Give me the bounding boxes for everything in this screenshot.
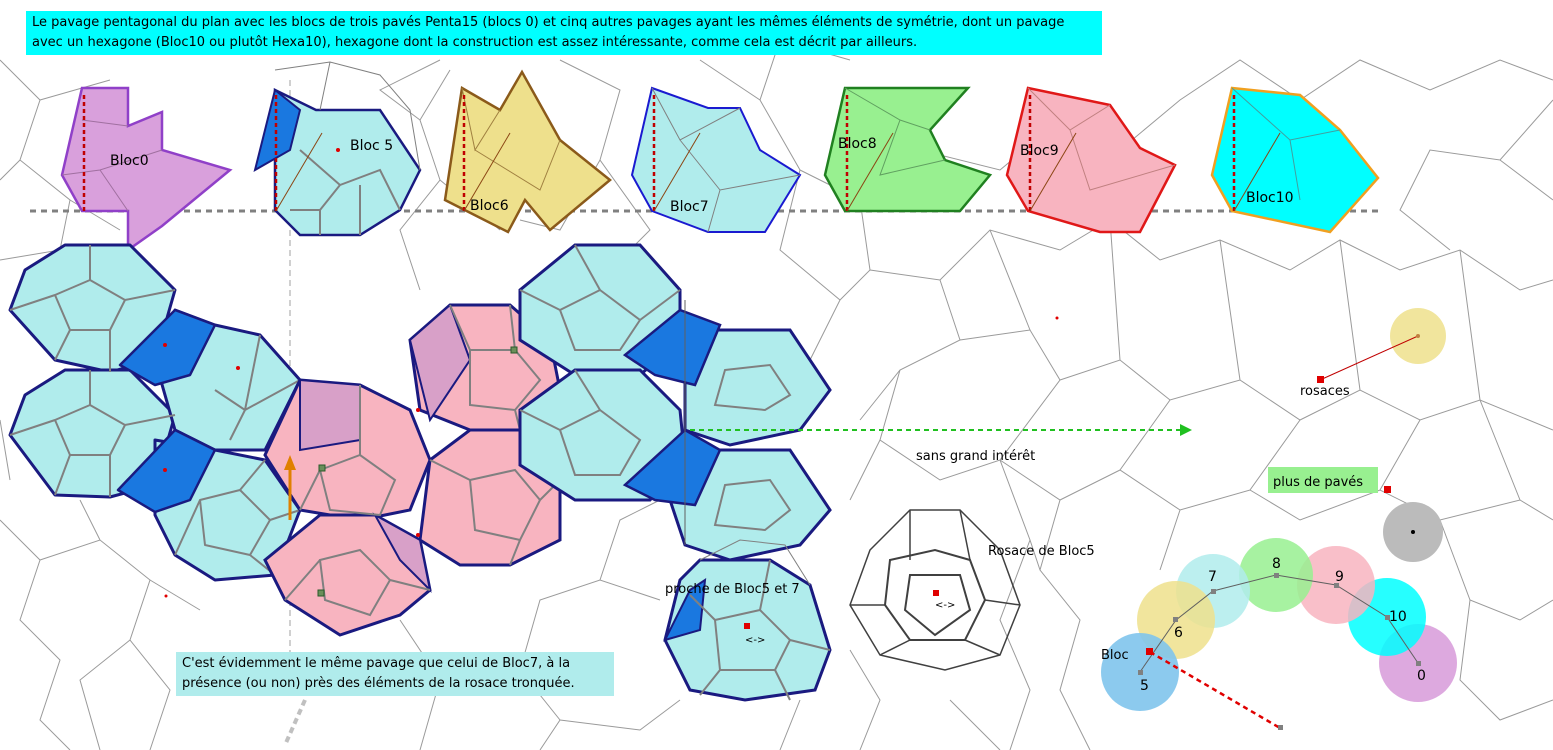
- block-9-label: Bloc9: [1020, 143, 1059, 159]
- proche-arrow: <->: [745, 635, 765, 646]
- block-9[interactable]: Bloc9: [1005, 86, 1177, 234]
- block-0-shape: [60, 86, 233, 253]
- block-0[interactable]: Bloc0: [60, 86, 233, 253]
- cluster-proche[interactable]: <-> proche de Bloc5 et 7: [663, 539, 832, 702]
- block-5-label: Bloc 5: [350, 138, 393, 154]
- circle-6-label: 6: [1174, 625, 1183, 641]
- block-10-label: Bloc10: [1246, 190, 1294, 206]
- circle-8-label: 8: [1272, 556, 1281, 572]
- circle-9-label: 9: [1335, 569, 1344, 585]
- circle-selector[interactable]: 5 6 7 8 9 10 0 Bloc: [1101, 538, 1457, 730]
- block-7-label: Bloc7: [670, 199, 709, 215]
- tiling-cluster-pink[interactable]: [263, 303, 562, 637]
- rosace-label: Rosace de Bloc5: [988, 544, 1095, 559]
- block-8-shape: [823, 86, 993, 213]
- circle-0-label: 0: [1417, 668, 1426, 684]
- rosaces-control[interactable]: rosaces: [1300, 308, 1446, 399]
- block-6-label: Bloc6: [470, 198, 509, 214]
- circle-10-label: 10: [1389, 609, 1407, 625]
- circle-7-label: 7: [1208, 569, 1217, 585]
- rosace-bloc5[interactable]: <-> Rosace de Bloc5: [849, 509, 1095, 671]
- circle-5-label: 5: [1140, 678, 1149, 694]
- block-7-shape: [630, 86, 802, 233]
- block-6[interactable]: Bloc6: [443, 69, 612, 234]
- plus-paves-control[interactable]: plus de pavés: [1268, 467, 1443, 562]
- bloc-selector-label: Bloc: [1101, 648, 1129, 663]
- tiling-cluster-right[interactable]: [518, 243, 832, 562]
- description-note-bottom: C'est évidemment le même pavage que celu…: [176, 652, 614, 696]
- block-8-label: Bloc8: [838, 136, 877, 152]
- block-10[interactable]: Bloc10: [1210, 86, 1380, 234]
- proche-label: proche de Bloc5 et 7: [665, 582, 800, 597]
- tiling-cluster-left[interactable]: [8, 243, 302, 582]
- description-note-top: Le pavage pentagonal du plan avec les bl…: [26, 11, 1102, 55]
- block-9-shape: [1005, 86, 1177, 234]
- block-6-shape: [443, 69, 612, 234]
- block-0-label: Bloc0: [110, 153, 149, 169]
- sans-interet-label: sans grand intérêt: [916, 449, 1035, 464]
- green-arrow: sans grand intérêt: [690, 424, 1192, 464]
- bloc-slider-line[interactable]: [1149, 650, 1281, 730]
- block-8[interactable]: Bloc8: [823, 86, 993, 213]
- block-7[interactable]: Bloc7: [630, 86, 802, 233]
- block-5[interactable]: Bloc 5: [253, 61, 422, 237]
- plus-paves-label: plus de pavés: [1273, 475, 1363, 490]
- rosace-arrow: <->: [935, 600, 955, 611]
- block-10-shape: [1210, 86, 1380, 234]
- rosaces-label: rosaces: [1300, 384, 1350, 399]
